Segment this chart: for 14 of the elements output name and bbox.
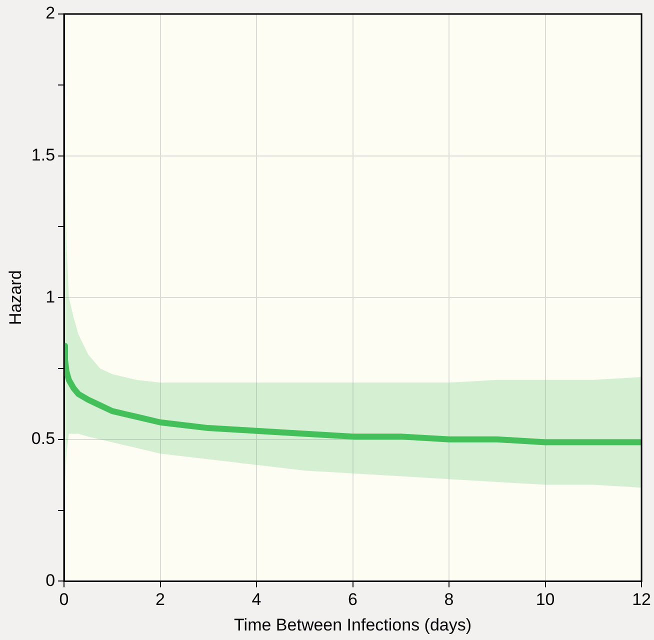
x-tick-label: 8 [444,590,454,610]
x-tick-label: 0 [59,590,69,610]
y-axis-title: Hazard [6,270,25,326]
x-axis-title: Time Between Infections (days) [234,615,472,634]
y-tick-label: 1 [46,287,56,306]
y-tick-label: 2 [46,4,56,23]
x-tick-label: 10 [536,590,555,610]
y-tick-label: 0 [46,570,56,590]
y-tick-label: 1.5 [31,145,56,164]
x-tick-label: 12 [632,590,652,610]
x-tick-label: 2 [156,590,166,610]
x-tick-label: 6 [348,590,358,610]
y-tick-label: 0.5 [31,429,56,448]
x-tick-label: 4 [252,590,262,610]
